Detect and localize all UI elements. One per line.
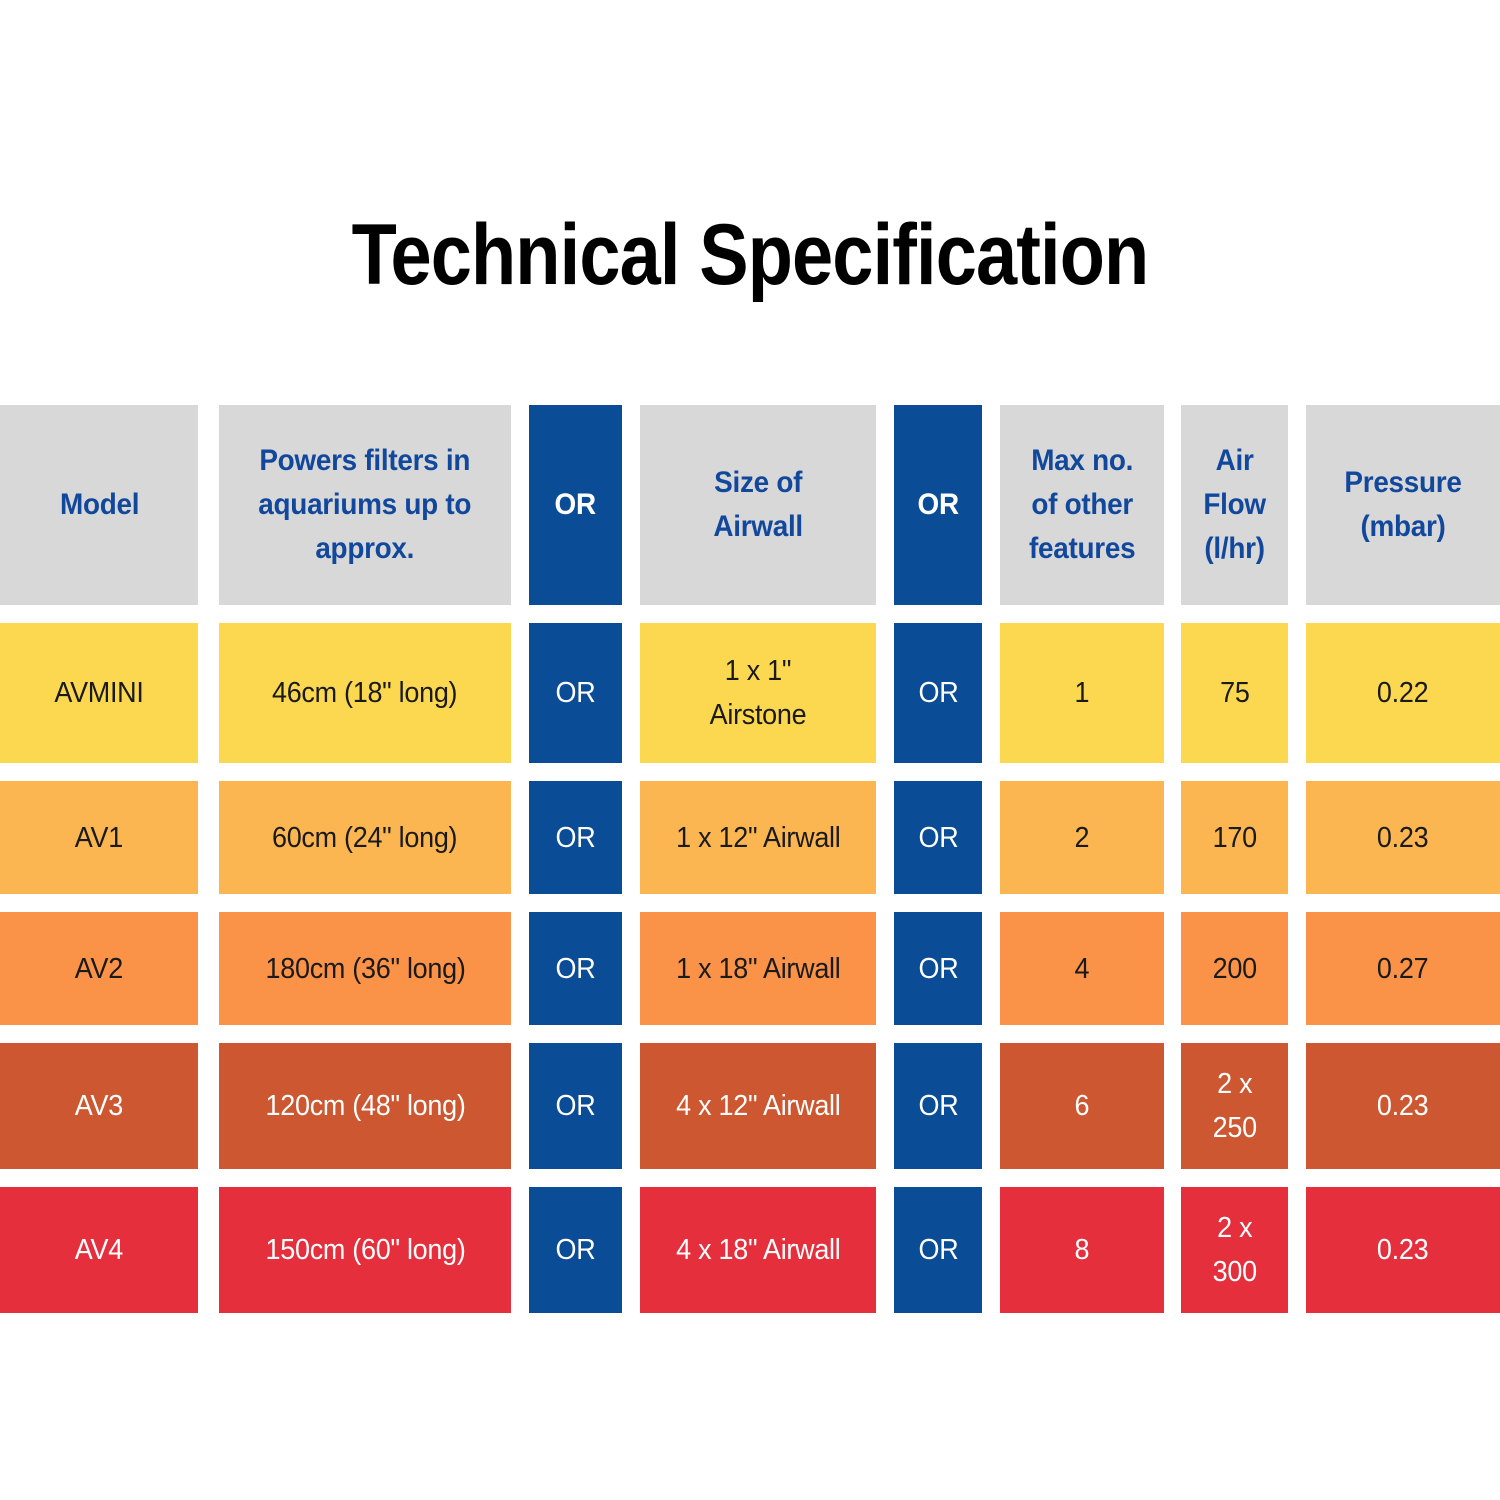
cell-size-of-airwall: 4 x 18" Airwall — [640, 1187, 876, 1313]
cell-pressure: 0.23 — [1305, 1043, 1500, 1169]
cell-air-flow: 200 — [1181, 912, 1288, 1025]
cell-or-2: OR — [893, 912, 983, 1025]
table-row: AVMINI 46cm (18" long) OR 1 x 1" Airston… — [0, 623, 1500, 763]
header-cell-size-of-airwall: Size of Airwall — [640, 405, 876, 605]
header-cell-or-1: OR — [528, 405, 623, 605]
cell-powers: 180cm (36" long) — [219, 912, 511, 1025]
cell-or-1: OR — [528, 1187, 623, 1313]
cell-air-flow: 2 x 250 — [1181, 1043, 1288, 1169]
cell-max-features: 1 — [1000, 623, 1165, 763]
table-row: AV3 120cm (48" long) OR 4 x 12" Airwall … — [0, 1043, 1500, 1169]
table-row: AV2 180cm (36" long) OR 1 x 18" Airwall … — [0, 912, 1500, 1025]
cell-pressure: 0.23 — [1305, 1187, 1500, 1313]
cell-max-features: 6 — [1000, 1043, 1165, 1169]
cell-or-1: OR — [528, 1043, 623, 1169]
cell-size-of-airwall: 1 x 1" Airstone — [640, 623, 876, 763]
cell-model: AVMINI — [0, 623, 199, 763]
cell-or-2: OR — [893, 1043, 983, 1169]
cell-air-flow: 75 — [1181, 623, 1288, 763]
table-row: AV1 60cm (24" long) OR 1 x 12" Airwall O… — [0, 781, 1500, 894]
cell-model: AV3 — [0, 1043, 199, 1169]
cell-air-flow: 2 x 300 — [1181, 1187, 1288, 1313]
specification-table: Model Powers filters in aquariums up to … — [0, 405, 1500, 1331]
cell-size-of-airwall: 1 x 12" Airwall — [640, 781, 876, 894]
cell-pressure: 0.23 — [1305, 781, 1500, 894]
cell-or-1: OR — [528, 781, 623, 894]
header-cell-powers: Powers filters in aquariums up to approx… — [219, 405, 511, 605]
cell-powers: 60cm (24" long) — [219, 781, 511, 894]
cell-pressure: 0.27 — [1305, 912, 1500, 1025]
cell-model: AV2 — [0, 912, 199, 1025]
cell-or-2: OR — [893, 1187, 983, 1313]
header-cell-pressure: Pressure (mbar) — [1305, 405, 1500, 605]
cell-pressure: 0.22 — [1305, 623, 1500, 763]
cell-max-features: 2 — [1000, 781, 1165, 894]
header-cell-or-2: OR — [893, 405, 983, 605]
header-cell-model: Model — [0, 405, 199, 605]
cell-or-1: OR — [528, 912, 623, 1025]
page-title: Technical Specification — [351, 207, 1150, 303]
cell-max-features: 4 — [1000, 912, 1165, 1025]
table-header-row: Model Powers filters in aquariums up to … — [0, 405, 1500, 605]
cell-size-of-airwall: 4 x 12" Airwall — [640, 1043, 876, 1169]
cell-model: AV1 — [0, 781, 199, 894]
cell-max-features: 8 — [1000, 1187, 1165, 1313]
cell-powers: 46cm (18" long) — [219, 623, 511, 763]
cell-or-1: OR — [528, 623, 623, 763]
cell-model: AV4 — [0, 1187, 199, 1313]
header-cell-air-flow: Air Flow (l/hr) — [1181, 405, 1288, 605]
cell-or-2: OR — [893, 623, 983, 763]
cell-powers: 150cm (60" long) — [219, 1187, 511, 1313]
cell-powers: 120cm (48" long) — [219, 1043, 511, 1169]
cell-or-2: OR — [893, 781, 983, 894]
table-row: AV4 150cm (60" long) OR 4 x 18" Airwall … — [0, 1187, 1500, 1313]
cell-size-of-airwall: 1 x 18" Airwall — [640, 912, 876, 1025]
cell-air-flow: 170 — [1181, 781, 1288, 894]
header-cell-max-features: Max no. of other features — [1000, 405, 1165, 605]
